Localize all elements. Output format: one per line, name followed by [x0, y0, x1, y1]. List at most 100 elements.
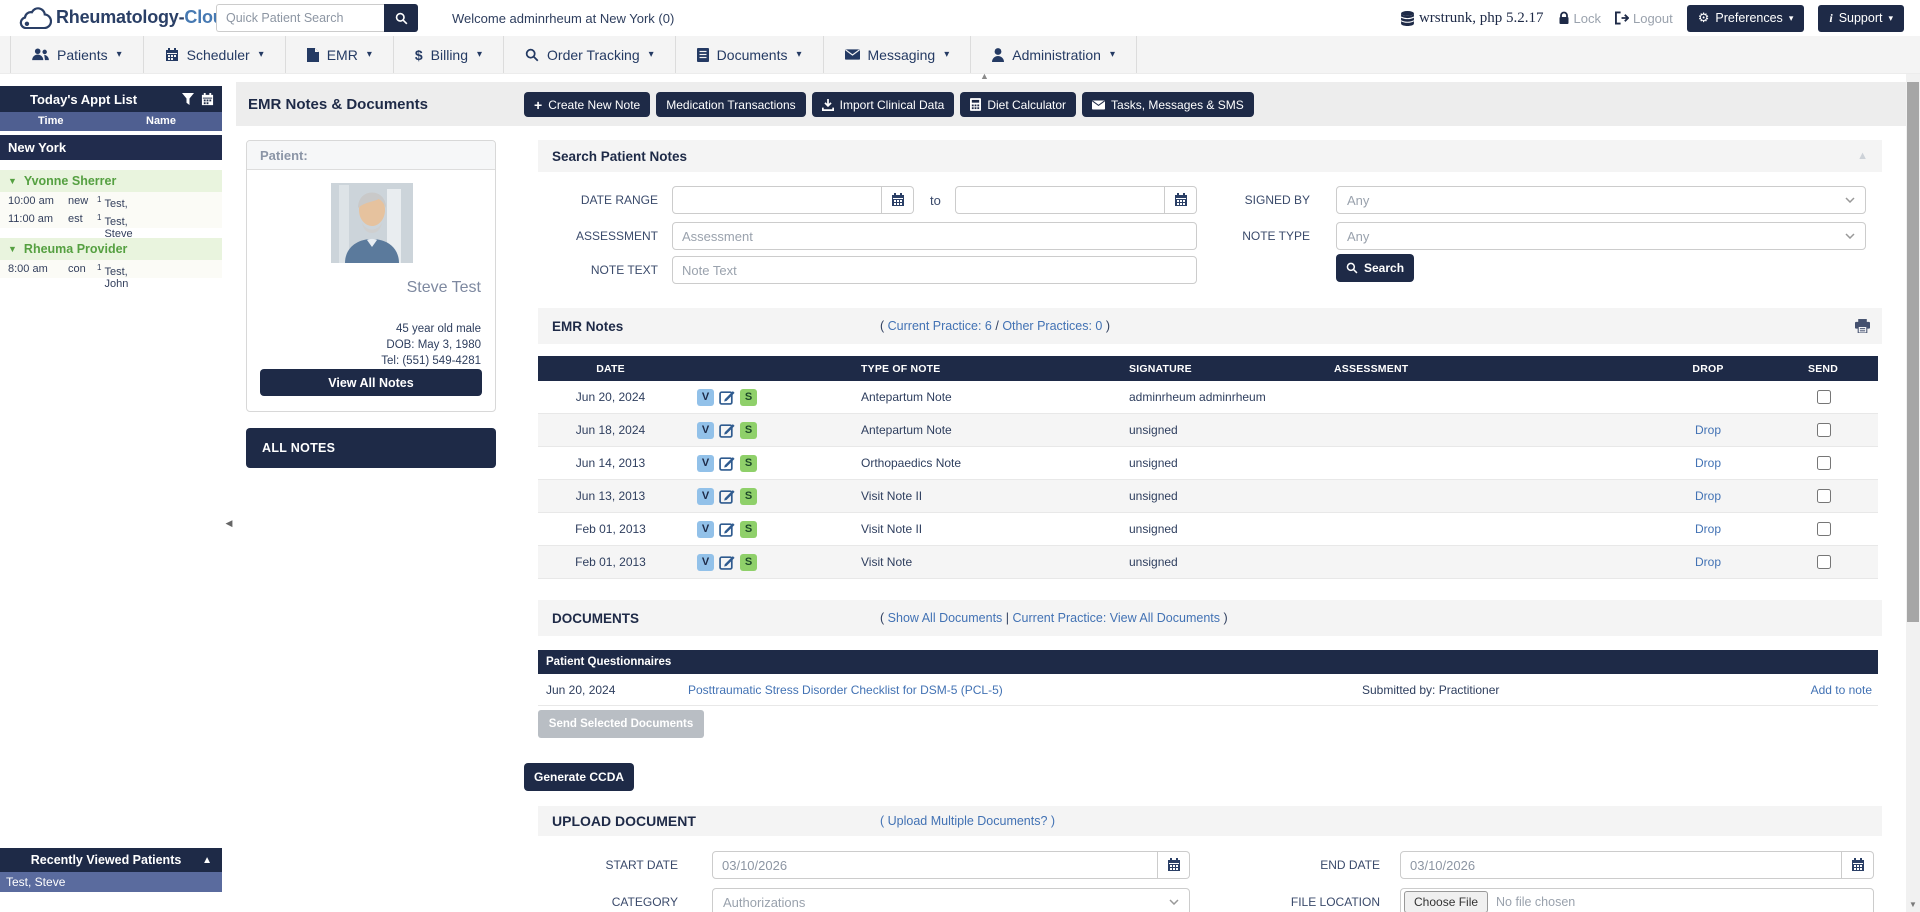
collapse-section-caret[interactable]: ▲ [1857, 150, 1868, 162]
drop-link[interactable]: Drop [1695, 555, 1721, 569]
show-all-documents-link[interactable]: Show All Documents [888, 611, 1003, 625]
sidebar-collapse-handle[interactable]: ◀ [222, 508, 236, 538]
note-type-select[interactable]: Any [1336, 222, 1866, 250]
send-checkbox[interactable] [1817, 555, 1831, 569]
drop-link[interactable]: Drop [1695, 456, 1721, 470]
appt-list-column-headers: Time Name [0, 112, 222, 131]
diet-calculator-button[interactable]: Diet Calculator [960, 92, 1076, 117]
end-date-input[interactable] [1400, 851, 1842, 879]
sign-note-badge[interactable]: S [740, 521, 757, 538]
calendar-icon[interactable] [1842, 851, 1874, 879]
create-new-note-button[interactable]: + Create New Note [524, 92, 650, 117]
tasks-messages-sms-button[interactable]: Tasks, Messages & SMS [1082, 92, 1254, 117]
sign-note-badge[interactable]: S [740, 422, 757, 439]
send-checkbox[interactable] [1817, 522, 1831, 536]
view-all-notes-button[interactable]: View All Notes [260, 369, 482, 396]
note-signature: unsigned [1103, 555, 1318, 569]
vertical-scrollbar[interactable]: ▼ [1906, 74, 1920, 912]
sign-note-badge[interactable]: S [740, 389, 757, 406]
edit-note-icon[interactable] [719, 488, 735, 504]
nav-patients[interactable]: Patients▾ [10, 36, 144, 73]
drop-link[interactable]: Drop [1695, 489, 1721, 503]
nav-documents[interactable]: Documents▾ [676, 36, 824, 73]
provider-group-header[interactable]: ▼ Yvonne Sherrer [0, 170, 222, 192]
edit-note-icon[interactable] [719, 455, 735, 471]
assessment-input[interactable] [672, 222, 1197, 250]
app-logo[interactable]: Rheumatology-Cloud [18, 5, 234, 29]
edit-note-icon[interactable] [719, 422, 735, 438]
provider-group-header[interactable]: ▼ Rheuma Provider [0, 238, 222, 260]
view-note-badge[interactable]: V [697, 455, 714, 472]
view-note-badge[interactable]: V [697, 389, 714, 406]
appointment-row[interactable]: 10:00 am new 1Test, John [0, 192, 222, 210]
chevron-down-icon: ▾ [944, 49, 949, 60]
edit-note-icon[interactable] [719, 389, 735, 405]
add-to-note-link[interactable]: Add to note [1811, 683, 1872, 697]
drop-link[interactable]: Drop [1695, 423, 1721, 437]
drop-link[interactable]: Drop [1695, 522, 1721, 536]
search-button[interactable]: Search [1336, 254, 1414, 282]
col-drop: DROP [1648, 363, 1768, 375]
send-checkbox[interactable] [1817, 489, 1831, 503]
view-note-badge[interactable]: V [697, 554, 714, 571]
current-practice-link[interactable]: Current Practice: 6 [888, 319, 992, 333]
date-from-input[interactable] [672, 186, 882, 214]
view-note-badge[interactable]: V [697, 488, 714, 505]
signed-by-select[interactable]: Any [1336, 186, 1866, 214]
sign-note-badge[interactable]: S [740, 554, 757, 571]
emr-note-row: Jun 14, 2013 V S Orthopaedics Note unsig… [538, 447, 1878, 480]
print-icon[interactable] [1855, 319, 1870, 333]
chevron-down-icon [1169, 899, 1179, 905]
nav-billing[interactable]: $ Billing▾ [394, 36, 504, 73]
medication-transactions-button[interactable]: Medication Transactions [656, 92, 805, 117]
view-note-badge[interactable]: V [697, 422, 714, 439]
appointment-row[interactable]: 8:00 am con 1Test, John [0, 260, 222, 278]
document-link[interactable]: Posttraumatic Stress Disorder Checklist … [688, 683, 1003, 697]
view-all-documents-link[interactable]: Current Practice: View All Documents [1013, 611, 1221, 625]
send-checkbox[interactable] [1817, 423, 1831, 437]
scrollbar-thumb[interactable] [1907, 82, 1919, 622]
quick-search-button[interactable] [384, 4, 418, 32]
all-notes-panel[interactable]: ALL NOTES [246, 428, 496, 468]
import-clinical-data-button[interactable]: Import Clinical Data [812, 92, 955, 117]
nav-order-tracking[interactable]: Order Tracking▾ [504, 36, 676, 73]
send-checkbox[interactable] [1817, 456, 1831, 470]
start-date-input[interactable] [712, 851, 1158, 879]
appointment-row[interactable]: 11:00 am est 1Test, Steve [0, 210, 222, 228]
no-file-chosen-text: No file chosen [1496, 895, 1575, 909]
calendar-icon[interactable] [1165, 186, 1197, 214]
nav-administration[interactable]: Administration▾ [971, 36, 1137, 73]
support-button[interactable]: i Support ▾ [1818, 5, 1904, 32]
send-checkbox[interactable] [1817, 390, 1831, 404]
category-select[interactable]: Authorizations [712, 888, 1190, 912]
nav-messaging[interactable]: Messaging▾ [824, 36, 972, 73]
lock-link[interactable]: Lock [1558, 11, 1601, 26]
filter-icon[interactable] [182, 93, 194, 105]
calendar-icon[interactable] [882, 186, 914, 214]
patient-photo [331, 183, 413, 263]
band-collapse-caret[interactable]: ▲ [980, 71, 989, 81]
quick-patient-search-input[interactable] [216, 4, 384, 32]
nav-emr[interactable]: EMR▾ [286, 36, 394, 73]
choose-file-button[interactable]: Choose File [1404, 891, 1488, 912]
scrollbar-down-arrow[interactable]: ▼ [1906, 900, 1920, 909]
calendar-icon[interactable] [1158, 851, 1190, 879]
sign-note-badge[interactable]: S [740, 488, 757, 505]
send-selected-documents-button[interactable]: Send Selected Documents [538, 710, 704, 738]
date-to-input[interactable] [955, 186, 1165, 214]
nav-scheduler[interactable]: Scheduler▾ [144, 36, 286, 73]
recently-viewed-header[interactable]: Recently Viewed Patients ▲ [0, 848, 222, 872]
preferences-button[interactable]: ⚙ Preferences ▾ [1687, 5, 1805, 32]
sign-note-badge[interactable]: S [740, 455, 757, 472]
recently-viewed-patient[interactable]: Test, Steve [0, 872, 222, 892]
note-text-input[interactable] [672, 256, 1197, 284]
upload-multiple-documents-link[interactable]: ( Upload Multiple Documents? ) [880, 814, 1055, 828]
signed-by-label: SIGNED BY [1200, 193, 1310, 207]
calendar-icon[interactable] [201, 93, 214, 106]
edit-note-icon[interactable] [719, 554, 735, 570]
edit-note-icon[interactable] [719, 521, 735, 537]
logout-link[interactable]: Logout [1615, 11, 1673, 26]
generate-ccda-button[interactable]: Generate CCDA [524, 763, 634, 791]
view-note-badge[interactable]: V [697, 521, 714, 538]
other-practices-link[interactable]: Other Practices: 0 [1002, 319, 1102, 333]
